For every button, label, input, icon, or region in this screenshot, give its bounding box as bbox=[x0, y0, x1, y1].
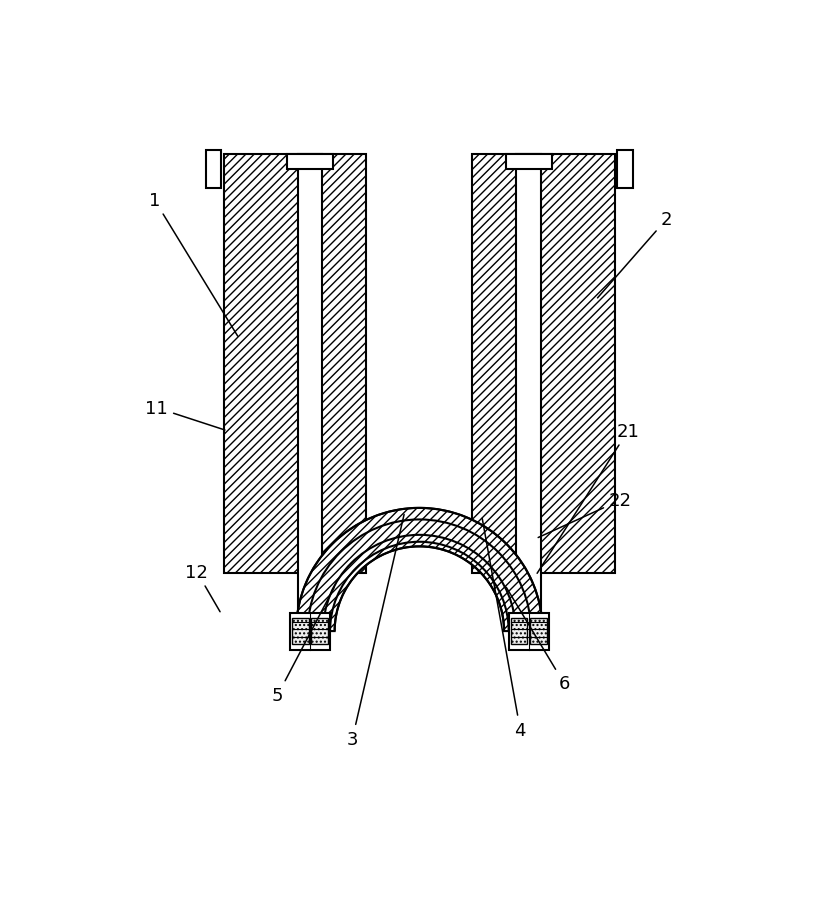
Bar bbox=[290, 613, 330, 650]
Bar bbox=[511, 619, 527, 645]
Bar bbox=[505, 154, 552, 170]
Text: 4: 4 bbox=[482, 518, 526, 739]
Bar bbox=[292, 619, 309, 645]
Text: 6: 6 bbox=[506, 588, 570, 693]
Text: 1: 1 bbox=[149, 191, 238, 337]
Text: 22: 22 bbox=[538, 491, 631, 538]
Polygon shape bbox=[296, 508, 542, 631]
Bar bbox=[297, 154, 323, 631]
Bar bbox=[516, 154, 541, 631]
Bar bbox=[509, 613, 549, 650]
Text: 12: 12 bbox=[185, 563, 220, 612]
Bar bbox=[206, 151, 221, 189]
Text: 21: 21 bbox=[537, 423, 640, 573]
Bar bbox=[530, 619, 547, 645]
Bar bbox=[473, 154, 615, 573]
Bar bbox=[311, 619, 328, 645]
Bar bbox=[287, 154, 333, 170]
Text: 2: 2 bbox=[598, 211, 672, 299]
Bar bbox=[224, 154, 366, 573]
Text: 3: 3 bbox=[346, 515, 404, 748]
Bar bbox=[618, 151, 632, 189]
Text: 11: 11 bbox=[146, 399, 225, 431]
Text: 5: 5 bbox=[272, 588, 334, 704]
